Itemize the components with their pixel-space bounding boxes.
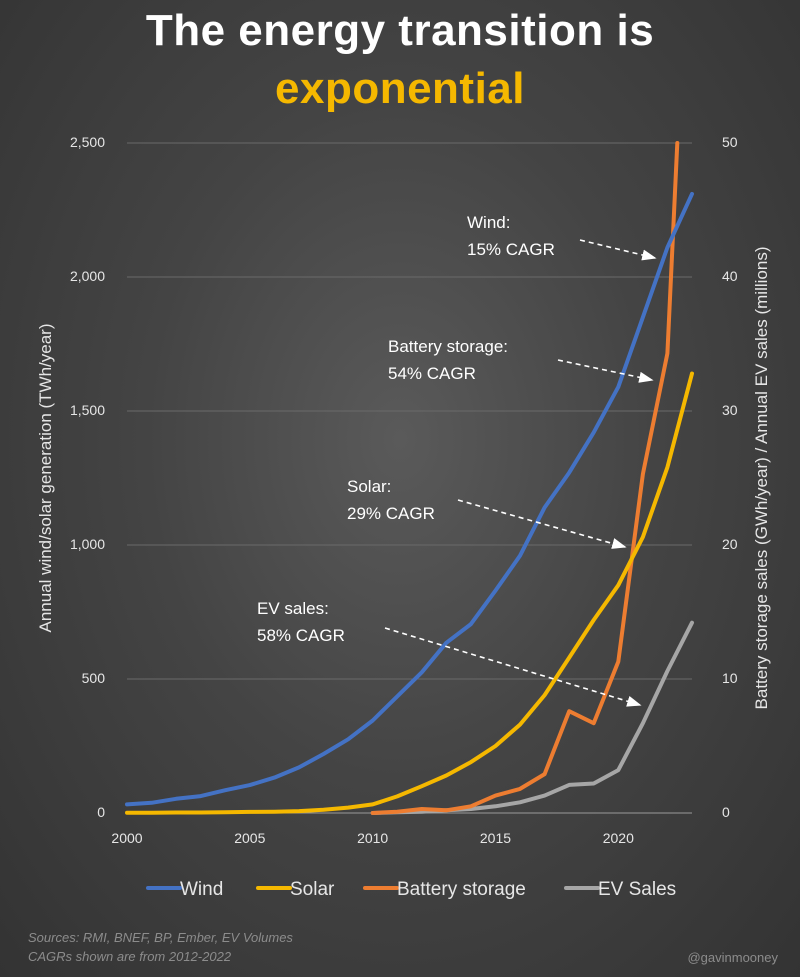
x-tick-label: 2000 (111, 830, 142, 846)
annotation-arrow (579, 239, 657, 261)
annotation-cagr: 54% CAGR (388, 364, 476, 383)
annotation-arrow (457, 499, 627, 549)
y-right-tick-label: 40 (722, 268, 738, 284)
annotation-cagr: 58% CAGR (257, 626, 345, 645)
y-right-tick-label: 50 (722, 134, 738, 150)
annotation-title: EV sales: (257, 599, 329, 618)
y-left-tick-label: 1,000 (70, 536, 105, 552)
x-tick-label: 2010 (357, 830, 388, 846)
y-left-tick-label: 500 (82, 670, 106, 686)
y-left-tick-label: 0 (97, 804, 105, 820)
series-line-wind (125, 191, 694, 807)
y-right-tick-label: 0 (722, 804, 730, 820)
series-line-battery-storage (370, 141, 680, 815)
x-tick-label: 2015 (480, 830, 511, 846)
annotation-cagr: 15% CAGR (467, 240, 555, 259)
series-line-ev-sales (370, 620, 694, 815)
author-handle: @gavinmooney (687, 950, 778, 965)
annotation-arrow (384, 627, 642, 707)
y-right-tick-label: 30 (722, 402, 738, 418)
y-left-axis-title: Annual wind/solar generation (TWh/year) (36, 324, 55, 633)
series-line-solar (125, 371, 694, 815)
legend-label: EV Sales (598, 879, 676, 900)
legend-label: Solar (290, 879, 335, 900)
y-left-tick-label: 2,500 (70, 134, 105, 150)
chart-title-line1: The energy transition is (145, 6, 655, 55)
y-left-tick-label: 2,000 (70, 268, 105, 284)
annotation-title: Battery storage: (388, 337, 508, 356)
annotation-cagr: 29% CAGR (347, 504, 435, 523)
annotation-arrow (557, 359, 654, 383)
y-right-tick-label: 20 (722, 536, 738, 552)
y-right-tick-label: 10 (722, 670, 738, 686)
annotation-title: Solar: (347, 477, 391, 496)
y-right-axis-title: Battery storage sales (GWh/year) / Annua… (752, 247, 771, 710)
cagr-period-line: CAGRs shown are from 2012-2022 (28, 949, 232, 964)
sources-line: Sources: RMI, BNEF, BP, Ember, EV Volume… (28, 930, 293, 945)
sources-note: Sources: RMI, BNEF, BP, Ember, EV Volume… (28, 928, 293, 966)
legend-label: Battery storage (397, 879, 526, 900)
x-tick-label: 2020 (603, 830, 634, 846)
x-tick-label: 2005 (234, 830, 265, 846)
annotation-title: Wind: (467, 213, 510, 232)
legend-label: Wind (180, 879, 223, 900)
y-left-tick-label: 1,500 (70, 402, 105, 418)
chart-title-line2: exponential (275, 64, 525, 113)
